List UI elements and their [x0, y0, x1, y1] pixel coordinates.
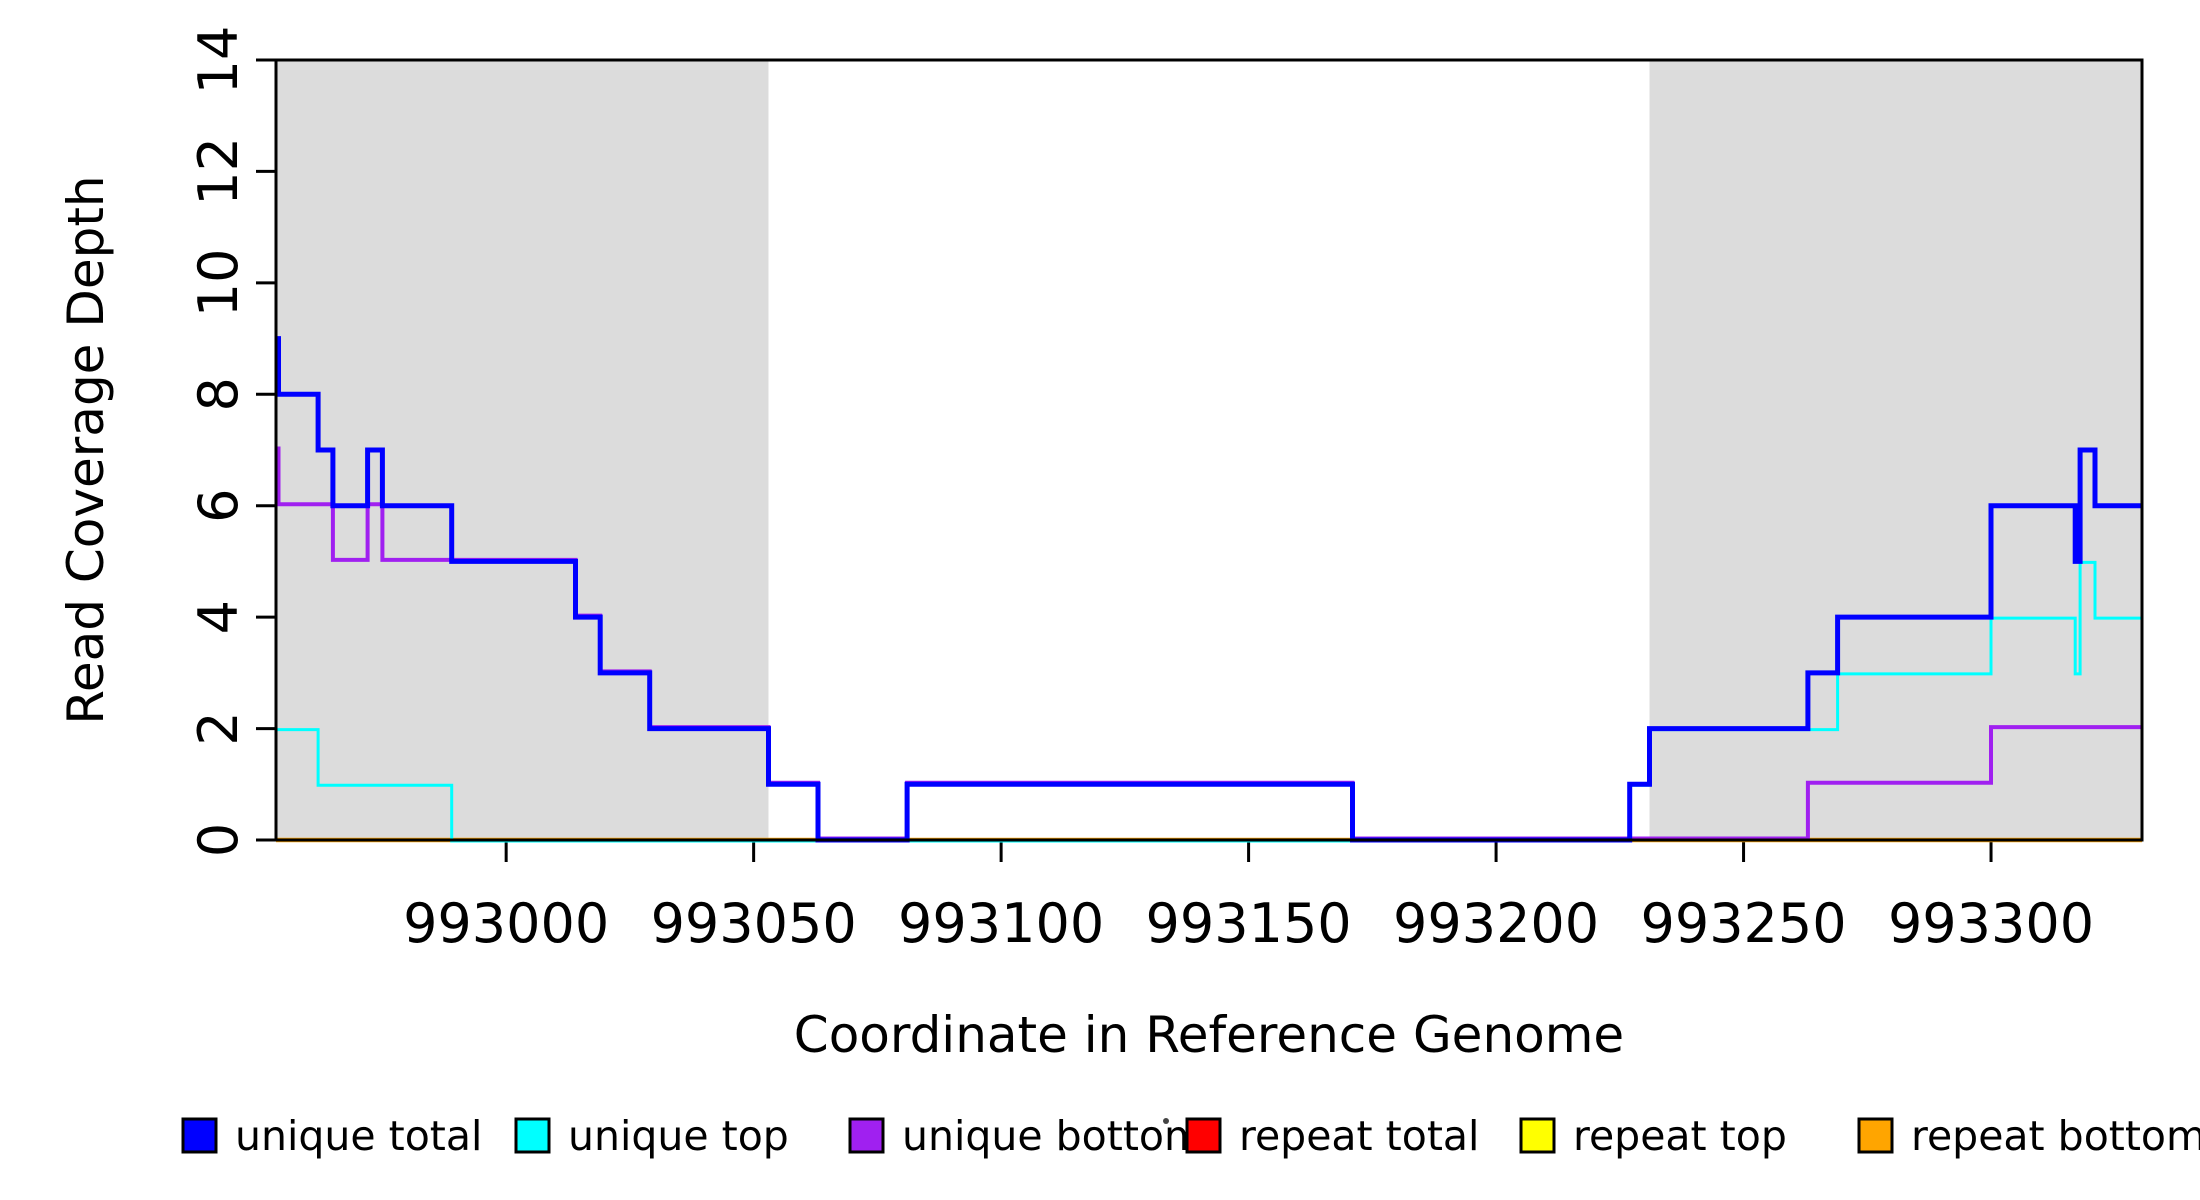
y-tick-label: 10 [187, 248, 250, 317]
x-tick-label: 993150 [1146, 892, 1352, 955]
legend-swatch-repeat-top [1519, 1117, 1556, 1154]
series-unique-top [276, 560, 2142, 843]
legend-label-unique-total: unique total [235, 1112, 482, 1160]
shaded-region-right-repeat-flank [1649, 60, 2142, 840]
legend-label-repeat-bottom: repeat bottom [1911, 1112, 2200, 1160]
legend-label-repeat-top: repeat top [1573, 1112, 1787, 1160]
x-tick-label: 993100 [898, 892, 1104, 955]
legend-swatch-unique-top [514, 1117, 551, 1154]
y-tick-label: 0 [187, 823, 250, 857]
y-axis-title: Read Coverage Depth [57, 175, 115, 724]
x-tick-label: 993250 [1640, 892, 1846, 955]
y-tick-label: 8 [187, 377, 250, 411]
legend-swatch-unique-total [181, 1117, 218, 1154]
shaded-region-left-repeat-flank [276, 60, 769, 840]
y-tick-label: 14 [187, 26, 250, 95]
plot-box [274, 58, 2144, 842]
x-tick-label: 993000 [403, 892, 609, 955]
legend-swatch-repeat-bottom [1857, 1117, 1894, 1154]
legend-label-repeat-total: repeat total [1239, 1112, 1479, 1160]
y-tick-label: 12 [187, 137, 250, 206]
y-tick-label: 6 [187, 489, 250, 523]
legend-label-unique-top: unique top [568, 1112, 789, 1160]
series-unique-total [276, 336, 2142, 843]
y-tick-label: 4 [187, 600, 250, 634]
x-tick-label: 993200 [1393, 892, 1599, 955]
y-tick-label: 2 [187, 711, 250, 745]
legend-swatch-repeat-total [1185, 1117, 1222, 1154]
x-tick-label: 993300 [1888, 892, 2094, 955]
x-axis-title: Coordinate in Reference Genome [794, 1006, 1624, 1064]
legend-label-unique-bottom: unique bottom [902, 1112, 1204, 1160]
x-tick-label: 993050 [651, 892, 857, 955]
legend-dot-artifact [1163, 1118, 1169, 1124]
legend-swatch-unique-bottom [848, 1117, 885, 1154]
